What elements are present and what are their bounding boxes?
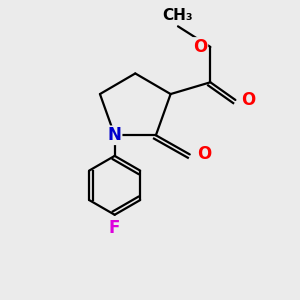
Text: O: O [241,91,256,109]
Text: F: F [109,219,120,237]
Text: O: O [197,146,212,164]
Text: N: N [108,126,122,144]
Text: CH₃: CH₃ [163,8,193,23]
Text: O: O [193,38,207,56]
